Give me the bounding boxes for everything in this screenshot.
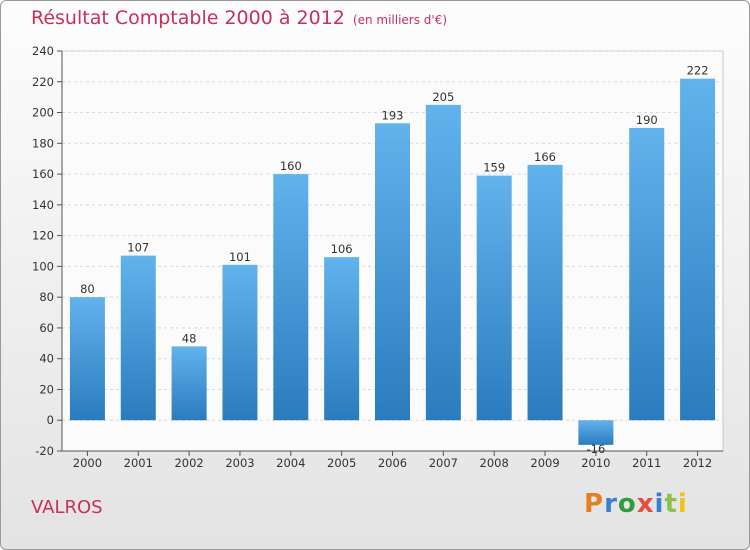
bar-value-label: 159 (483, 161, 505, 175)
bar (680, 78, 716, 421)
bar (273, 174, 309, 421)
y-tick-label: 200 (32, 106, 54, 120)
y-tick-label: 20 (39, 382, 54, 396)
bar-value-label: 166 (534, 150, 556, 164)
logo-letter: t (664, 489, 678, 519)
bar-value-label: 160 (280, 159, 302, 173)
bar-value-label: 190 (636, 113, 658, 127)
y-tick-label: 120 (32, 229, 54, 243)
x-tick-label: 2010 (581, 456, 610, 470)
chart-title: Résultat Comptable 2000 à 2012 (31, 7, 345, 29)
x-tick-label: 2011 (632, 456, 661, 470)
x-tick-label: 2001 (124, 456, 153, 470)
bar-value-label: 205 (432, 90, 454, 104)
x-tick-label: 2009 (530, 456, 559, 470)
bar-layer (69, 78, 716, 445)
x-tick-label: 2005 (327, 456, 356, 470)
logo-letter: i (677, 489, 688, 519)
logo-letter: i (654, 489, 665, 519)
bar (476, 175, 512, 421)
x-tick-label: 2012 (683, 456, 712, 470)
logo-letter: x (636, 489, 655, 519)
y-tick-label: 40 (39, 352, 54, 366)
logo-letter: P (584, 489, 605, 519)
logo-letter: o (617, 489, 637, 519)
title-row: Résultat Comptable 2000 à 2012 (en millie… (31, 7, 447, 29)
proxiti-logo: Proxiti (584, 489, 688, 519)
y-tick-label: 100 (32, 259, 54, 273)
bar (527, 164, 563, 421)
x-tick-label: 2006 (378, 456, 407, 470)
bar-value-label: 80 (80, 282, 95, 296)
commune-name: VALROS (31, 497, 103, 518)
bar-value-label: -16 (586, 442, 605, 456)
label-layer: -20 0 20 40 60 80 100 120 140 160 180 200 220 240 80 20… (32, 44, 712, 470)
bar-value-label: 48 (182, 331, 197, 345)
bar-value-label: 107 (127, 241, 149, 255)
bar (578, 420, 614, 445)
bar-value-label: 222 (687, 64, 709, 78)
x-tick-label: 2000 (73, 456, 102, 470)
bar (69, 297, 105, 421)
x-tick-label: 2003 (225, 456, 254, 470)
x-tick-label: 2002 (174, 456, 203, 470)
bar-value-label: 101 (229, 250, 251, 264)
bar (629, 127, 665, 421)
chart-subtitle: (en milliers d'€) (352, 13, 448, 27)
y-tick-label: 180 (32, 136, 54, 150)
y-tick-label: 60 (39, 321, 54, 335)
bar-value-label: 193 (382, 108, 404, 122)
y-tick-label: -20 (35, 444, 54, 458)
bar (171, 346, 207, 421)
bar (222, 264, 258, 421)
bar (425, 104, 461, 421)
x-tick-label: 2008 (480, 456, 509, 470)
bar-value-label: 106 (331, 242, 353, 256)
y-tick-label: 80 (39, 290, 54, 304)
bar (120, 255, 156, 421)
y-tick-label: 220 (32, 75, 54, 89)
x-tick-label: 2004 (276, 456, 305, 470)
logo-letter: r (604, 489, 618, 519)
bar (375, 123, 410, 421)
y-tick-label: 240 (32, 44, 54, 58)
x-tick-label: 2007 (429, 456, 458, 470)
y-tick-label: 140 (32, 198, 54, 212)
bar (324, 257, 360, 421)
y-tick-label: 0 (47, 413, 54, 427)
y-tick-label: 160 (32, 167, 54, 181)
